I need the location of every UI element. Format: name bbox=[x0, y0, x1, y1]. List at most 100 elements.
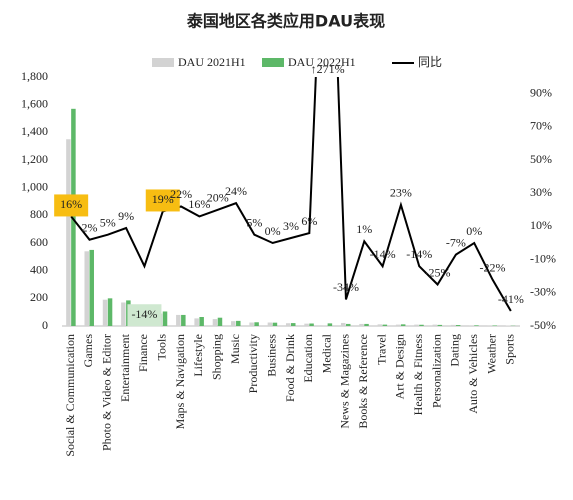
x-tick-label: Business bbox=[264, 334, 278, 377]
bar bbox=[359, 323, 364, 326]
legend-swatch bbox=[262, 58, 284, 67]
bar bbox=[414, 324, 419, 326]
x-tick-label: Lifestyle bbox=[191, 334, 205, 377]
y-tick-label: 1,800 bbox=[21, 69, 48, 83]
bar bbox=[267, 322, 273, 326]
x-tick-label: Finance bbox=[136, 334, 150, 372]
label-highlight bbox=[127, 304, 162, 327]
bar bbox=[249, 322, 254, 326]
x-tick-label: Social & Communication bbox=[63, 334, 77, 457]
x-tick-label: Dating bbox=[448, 334, 462, 367]
data-label: 19% bbox=[152, 192, 174, 206]
data-label: 20% bbox=[207, 191, 229, 205]
legend-swatch bbox=[152, 58, 174, 67]
bar bbox=[84, 251, 89, 326]
line-group bbox=[70, 77, 512, 312]
bar bbox=[254, 322, 259, 326]
data-label: 16% bbox=[188, 197, 210, 211]
bar bbox=[419, 324, 424, 326]
y-tick-label: 800 bbox=[30, 207, 48, 221]
y-tick-label: 200 bbox=[30, 290, 48, 304]
x-tick-label: Art & Design bbox=[393, 334, 407, 399]
data-label: 23% bbox=[390, 186, 412, 200]
data-label: -7% bbox=[446, 235, 466, 249]
y-tick-label: 600 bbox=[30, 235, 48, 249]
y-tick-label: 1,000 bbox=[21, 179, 48, 193]
bar bbox=[487, 325, 493, 326]
bar bbox=[217, 317, 223, 326]
bar bbox=[400, 324, 406, 326]
y-tick-label: 1,600 bbox=[21, 96, 48, 110]
data-label: 0% bbox=[466, 224, 482, 238]
data-label: -34% bbox=[333, 280, 359, 294]
bar bbox=[327, 323, 333, 326]
x-tick-label: Food & Drink bbox=[283, 334, 297, 402]
data-label: 0% bbox=[265, 224, 281, 238]
x-tick-label: Travel bbox=[374, 333, 388, 365]
data-label: 5% bbox=[100, 215, 116, 229]
x-tick-label: Auto & Vehicles bbox=[466, 334, 480, 414]
x-tick-label: Health & Fitness bbox=[411, 334, 425, 416]
y2-tick-label: 30% bbox=[530, 185, 552, 199]
y2-tick-label: -50% bbox=[530, 318, 556, 332]
bar bbox=[286, 323, 291, 326]
bar bbox=[304, 323, 309, 326]
x-tick-label: Music bbox=[228, 334, 242, 364]
x-tick-label: Games bbox=[81, 334, 95, 368]
bar bbox=[102, 299, 108, 326]
x-tick-label: Personalization bbox=[429, 334, 443, 408]
bar bbox=[66, 139, 71, 326]
bar bbox=[199, 317, 204, 326]
y2-tick-label: 10% bbox=[530, 218, 552, 232]
y-tick-label: 0 bbox=[42, 318, 48, 332]
bar bbox=[272, 322, 278, 326]
bar bbox=[382, 324, 388, 326]
bar bbox=[176, 314, 181, 326]
bar bbox=[474, 325, 479, 326]
y2-tick-label: 50% bbox=[530, 152, 552, 166]
bar bbox=[322, 325, 328, 326]
data-label: 22% bbox=[170, 187, 192, 201]
bar bbox=[89, 249, 94, 326]
data-label: 1% bbox=[356, 222, 372, 236]
bar bbox=[432, 324, 438, 326]
line bbox=[70, 77, 512, 312]
x-tick-label: News & Magazines bbox=[338, 334, 352, 429]
label-highlight bbox=[54, 194, 89, 217]
data-label: -22% bbox=[480, 260, 506, 274]
data-label: -14% bbox=[406, 247, 432, 261]
data-label: 5% bbox=[246, 215, 262, 229]
data-label: 16% bbox=[60, 197, 82, 211]
bar bbox=[194, 318, 199, 326]
x-tick-label: Shopping bbox=[209, 334, 223, 380]
bar bbox=[364, 323, 369, 326]
y-tick-label: 1,400 bbox=[21, 124, 48, 138]
bar bbox=[492, 325, 498, 326]
chart-title: 泰国地区各类应用DAU表现 bbox=[186, 12, 385, 31]
y2-tick-label: 70% bbox=[530, 119, 552, 133]
y-tick-label: 1,200 bbox=[21, 152, 48, 166]
bar bbox=[121, 302, 126, 326]
bar bbox=[455, 325, 461, 326]
y2-tick-label: -30% bbox=[530, 285, 556, 299]
x-tick-label: Books & Reference bbox=[356, 334, 370, 429]
bar bbox=[340, 322, 346, 326]
data-label: -41% bbox=[498, 292, 524, 306]
data-label: -14% bbox=[131, 307, 157, 321]
bar bbox=[309, 323, 314, 326]
x-tick-label: Photo & Video & Editor bbox=[100, 334, 114, 451]
bar bbox=[231, 321, 236, 326]
bar bbox=[236, 320, 241, 326]
x-tick-label: Medical bbox=[319, 333, 333, 373]
bar bbox=[437, 324, 443, 326]
data-label: 3% bbox=[283, 219, 299, 233]
legend-label: 同比 bbox=[418, 55, 442, 69]
bar bbox=[469, 325, 474, 326]
data-label: 24% bbox=[225, 184, 247, 198]
data-label: 2% bbox=[81, 220, 97, 234]
x-tick-label: Tools bbox=[155, 334, 169, 361]
x-tick-label: Productivity bbox=[246, 334, 260, 393]
bar bbox=[345, 323, 351, 326]
bar bbox=[291, 323, 296, 326]
